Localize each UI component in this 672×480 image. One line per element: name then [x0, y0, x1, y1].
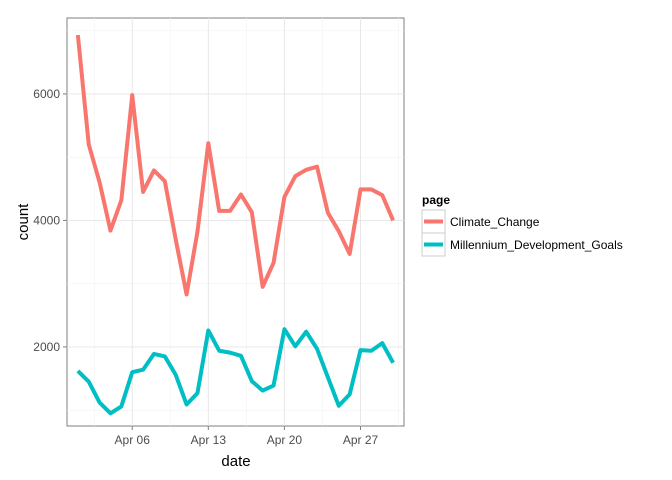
- y-axis-title: count: [15, 203, 32, 241]
- legend-item: Millennium_Development_Goals: [421, 232, 623, 257]
- y-tick-label: 2000: [33, 340, 60, 354]
- legend-label: Climate_Change: [450, 215, 540, 229]
- legend-label: Millennium_Development_Goals: [450, 238, 623, 252]
- major-gridlines: [67, 18, 404, 426]
- series-line-climate-change: [75, 34, 395, 297]
- series-line-millennium-development-goals: [76, 327, 395, 416]
- legend: page Climate_Change Millennium_Developmen…: [421, 193, 623, 257]
- x-axis-ticks: Apr 06 Apr 13 Apr 20 Apr 27: [115, 426, 379, 447]
- y-axis-ticks: 2000 4000 6000: [33, 87, 67, 354]
- legend-item: Climate_Change: [421, 209, 540, 234]
- legend-title: page: [422, 193, 450, 207]
- series-lines: [75, 34, 395, 416]
- x-tick-label: Apr 20: [267, 433, 303, 447]
- minor-gridlines: [67, 18, 404, 426]
- x-axis-title: date: [221, 453, 250, 470]
- x-tick-label: Apr 27: [343, 433, 379, 447]
- plot-panel: [66, 17, 405, 427]
- x-tick-label: Apr 13: [191, 433, 227, 447]
- x-tick-label: Apr 06: [115, 433, 151, 447]
- y-tick-label: 4000: [33, 213, 60, 227]
- y-tick-label: 6000: [33, 87, 60, 101]
- legend-items: Climate_Change Millennium_Development_Goa…: [421, 209, 623, 257]
